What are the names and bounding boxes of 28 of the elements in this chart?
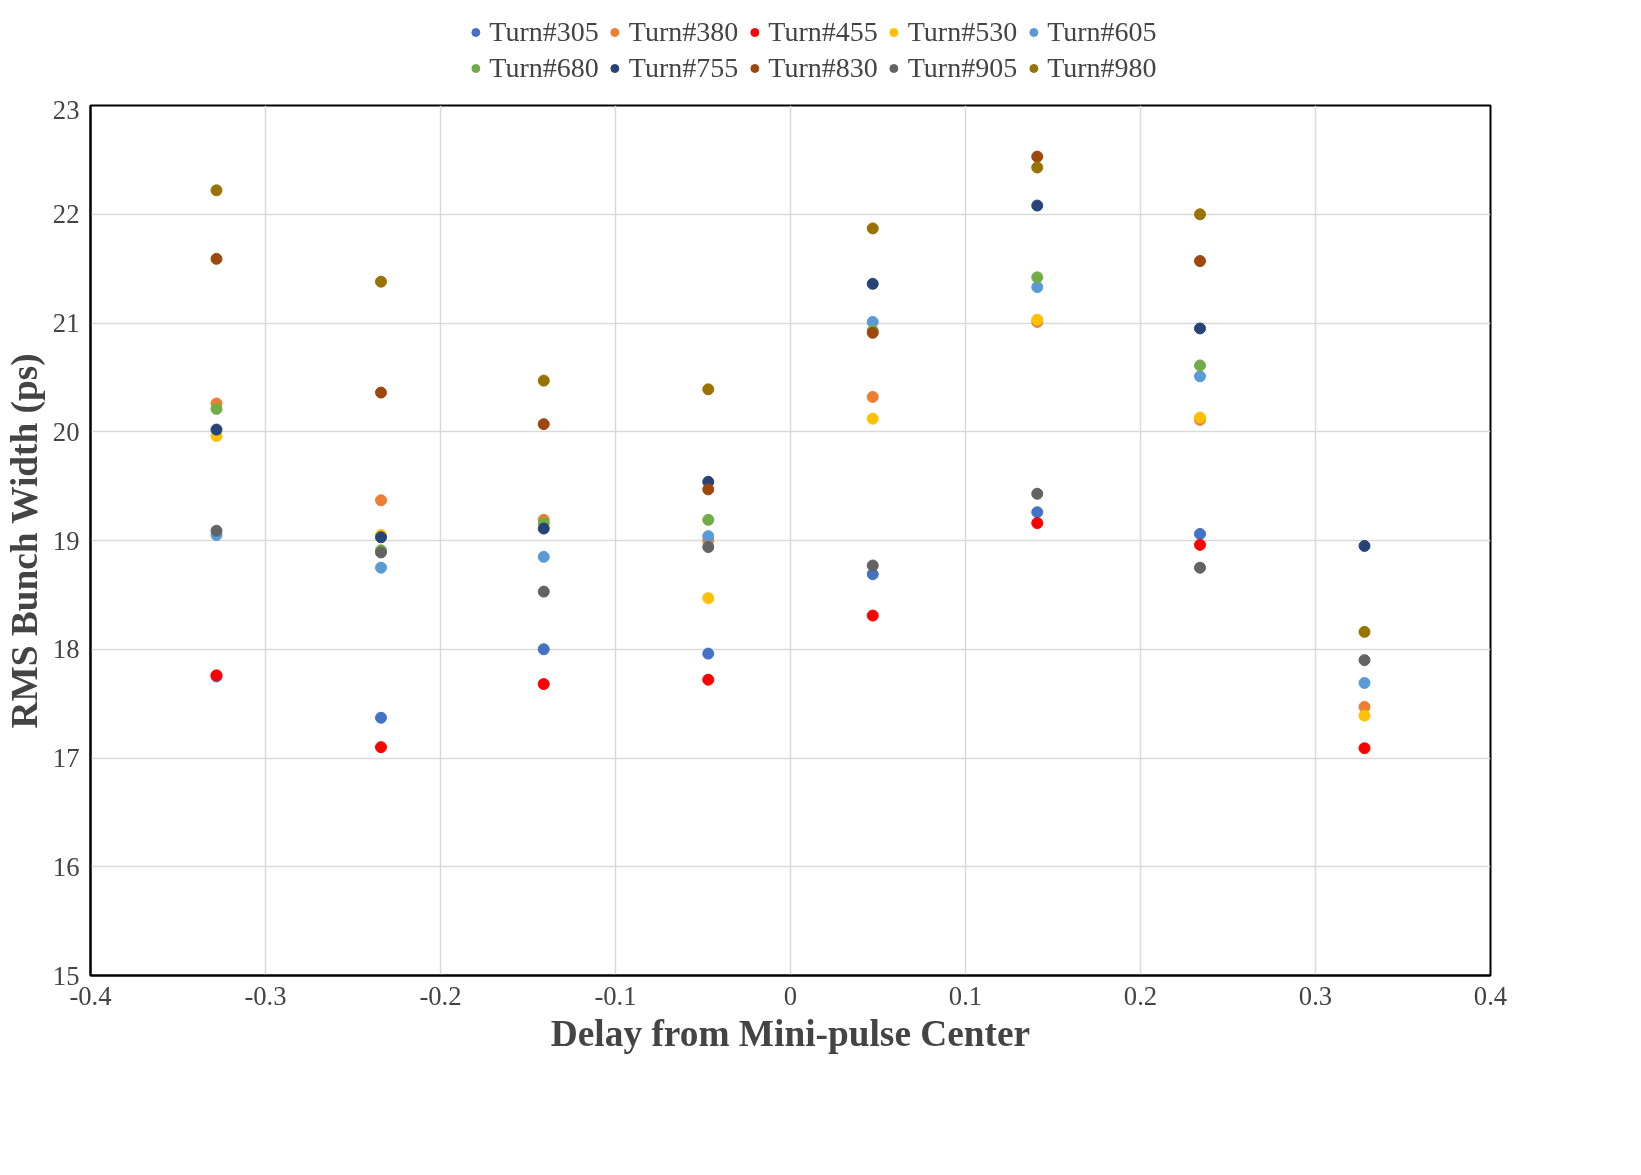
y-tick-label: 18: [52, 634, 80, 665]
y-tick-label: 23: [52, 94, 80, 125]
y-tick-label: 21: [52, 308, 80, 338]
y-tick-label: 20: [52, 416, 80, 447]
legend-label: Turn#755: [628, 52, 739, 84]
y-tick-label: 19: [52, 525, 80, 556]
y-axis-title: RMS Bunch Width (ps): [3, 353, 46, 729]
x-tick-label: -0.3: [244, 980, 287, 1011]
y-tick-label: 22: [52, 199, 80, 230]
x-tick-label: -0.1: [594, 980, 637, 1011]
y-tick-label: 16: [52, 851, 80, 882]
legend-label: Turn#380: [628, 16, 739, 48]
legend-label: Turn#455: [768, 16, 878, 48]
legend-label: Turn#530: [907, 16, 1018, 48]
x-tick-label: 0.1: [948, 980, 983, 1011]
x-tick-label: 0.2: [1123, 980, 1158, 1011]
x-tick-label: -0.2: [419, 980, 462, 1011]
y-tick-label: 17: [52, 743, 80, 773]
legend-label: Turn#305: [489, 16, 599, 48]
legend-label: Turn#680: [489, 52, 599, 84]
legend-label: Turn#905: [907, 52, 1018, 84]
x-tick-label: 0: [783, 980, 798, 1011]
x-axis-title: Delay from Mini-pulse Center: [550, 1012, 1031, 1054]
legend-label: Turn#605: [1047, 16, 1157, 48]
x-tick-label: 0.4: [1473, 980, 1508, 1011]
x-tick-label: 0.3: [1298, 980, 1333, 1011]
legend-label: Turn#980: [1047, 52, 1157, 84]
legend-label: Turn#830: [768, 52, 878, 84]
